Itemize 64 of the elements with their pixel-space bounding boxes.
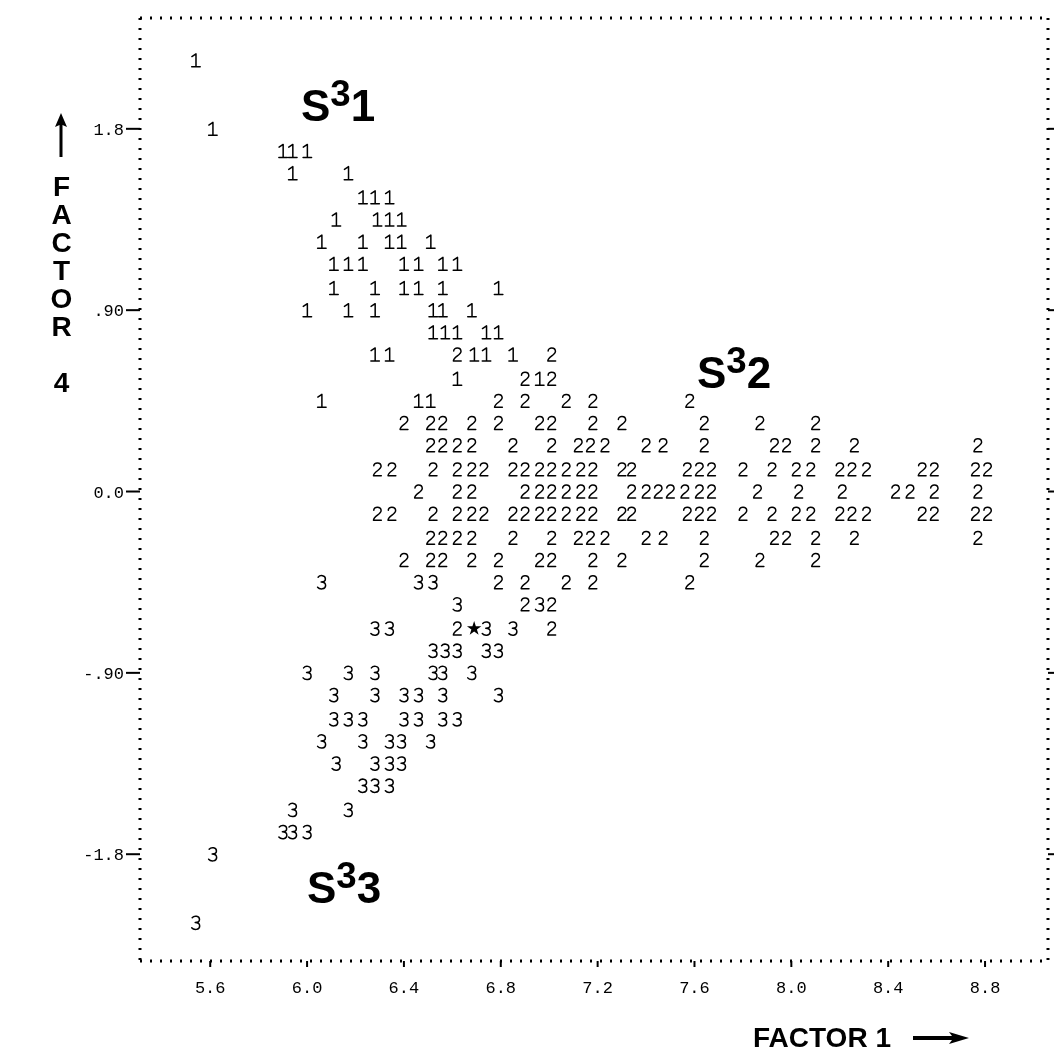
axis-title: FACTOR 1	[753, 1022, 969, 1054]
point	[358, 234, 369, 249]
y-tick-label: .90	[93, 302, 124, 322]
point	[384, 190, 395, 205]
point	[316, 734, 327, 749]
point	[396, 234, 407, 249]
point	[481, 325, 492, 340]
y-tick-label: -.90	[83, 664, 124, 684]
x-tick-label: 8.0	[776, 979, 807, 998]
point	[316, 575, 327, 590]
x-tick-label: 7.6	[679, 979, 710, 998]
point	[534, 371, 545, 386]
point	[481, 347, 492, 362]
x-tick-label: 6.8	[485, 979, 517, 998]
point	[331, 212, 342, 227]
point	[328, 712, 339, 727]
point	[508, 347, 519, 362]
x-tick-label: 6.0	[291, 979, 323, 998]
point	[413, 712, 424, 727]
y-axis-title: FACTOR 4	[45, 171, 77, 395]
point	[413, 575, 424, 590]
point	[466, 620, 482, 635]
point	[396, 734, 407, 749]
point	[493, 643, 504, 658]
point	[384, 212, 395, 227]
point	[370, 347, 381, 362]
point	[493, 325, 504, 340]
y-tick-label: -1.8	[83, 846, 124, 866]
point	[452, 371, 463, 386]
point	[425, 734, 436, 749]
point	[190, 915, 201, 930]
x-axis-title: FACTOR 1	[753, 1022, 891, 1054]
y-tick-label: 0.0	[93, 483, 124, 503]
x-tick-label: 5.6	[194, 979, 226, 998]
axis-title: FACTOR 4	[44, 113, 78, 395]
point	[384, 734, 395, 749]
point	[384, 778, 395, 793]
annotation: S$^{3}$3	[306, 854, 382, 913]
point	[425, 234, 436, 249]
annotation: S$^{3}$2	[696, 339, 772, 398]
point	[384, 621, 395, 636]
point	[384, 234, 395, 249]
y-tick-label: 1.8	[93, 120, 124, 140]
point	[440, 325, 451, 340]
point	[469, 347, 480, 362]
point	[384, 756, 395, 771]
point	[358, 190, 369, 205]
point	[396, 212, 407, 227]
annotation: S$^{3}$1	[300, 72, 376, 131]
point	[190, 53, 201, 68]
point	[534, 597, 545, 612]
point	[384, 347, 395, 362]
point	[452, 325, 463, 340]
point	[428, 325, 439, 340]
x-tick-label: 8.4	[872, 979, 904, 998]
point	[437, 712, 448, 727]
point	[396, 756, 407, 771]
x-tick-label: 6.4	[388, 979, 420, 998]
x-tick-label: 7.2	[582, 979, 613, 998]
point	[370, 190, 381, 205]
point	[207, 847, 218, 862]
point	[372, 212, 383, 227]
x-tick-label: 8.8	[969, 979, 1001, 998]
point	[316, 234, 327, 249]
